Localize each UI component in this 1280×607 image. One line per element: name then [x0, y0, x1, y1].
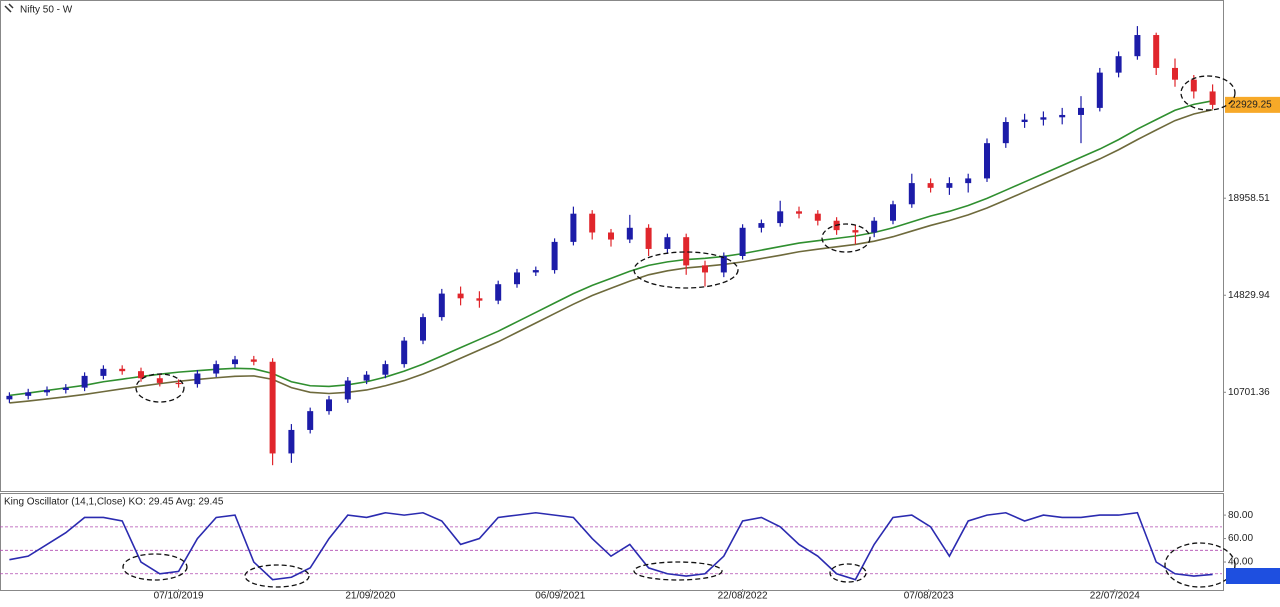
candle-body: [232, 359, 238, 365]
candle-body: [608, 232, 614, 240]
y-tick-label: 18958.51: [1228, 193, 1270, 204]
candle-body: [326, 399, 332, 412]
candle-body: [1190, 79, 1197, 92]
candle-body: [288, 429, 295, 454]
candle-body: [514, 272, 520, 285]
x-tick-label: 22/07/2024: [1090, 591, 1140, 602]
candle-body: [1115, 56, 1122, 73]
candle-body: [814, 213, 821, 221]
candle-body: [269, 361, 276, 454]
last-price-box: [1225, 96, 1280, 113]
candle-body: [1172, 67, 1178, 80]
x-tick-label: 07/08/2023: [904, 591, 954, 602]
x-tick-label: 06/09/2021: [535, 591, 585, 602]
last-price-label: 22929.25: [1230, 100, 1272, 111]
candle-body: [946, 183, 953, 188]
x-tick-label: 22/08/2022: [718, 591, 768, 602]
moving-average: [9, 108, 1213, 404]
candle-body: [720, 255, 727, 273]
candle-body: [908, 183, 915, 205]
candle-body: [1078, 107, 1084, 115]
candle-body: [702, 265, 708, 273]
candle-body: [307, 411, 314, 430]
y-tick-label: 14829.94: [1228, 290, 1270, 301]
candle-body: [401, 340, 408, 365]
candle-body: [138, 371, 144, 379]
candle-body: [1209, 91, 1216, 105]
oscillator-title: King Oscillator (14,1,Close) KO: 29.45 A…: [4, 497, 224, 508]
highlight: [244, 564, 310, 588]
candle-body: [25, 392, 32, 396]
candle-body: [382, 364, 389, 375]
candle-body: [457, 293, 464, 299]
candle-body: [570, 213, 577, 242]
candle-body: [250, 359, 257, 362]
highlight: [829, 563, 867, 583]
candle-body: [626, 227, 633, 240]
highlight: [122, 553, 188, 581]
tool-icon: [4, 3, 14, 13]
candle-body: [871, 220, 878, 233]
candle-body: [965, 178, 972, 184]
candle-body: [1153, 35, 1160, 68]
candle-body: [194, 373, 201, 385]
candle-body: [1134, 35, 1141, 57]
oscillator-line: [9, 511, 1213, 581]
candle-body: [156, 378, 163, 383]
candle-body: [1002, 122, 1009, 144]
candle-body: [62, 387, 69, 390]
candle-body: [495, 284, 502, 301]
candle-body: [796, 211, 802, 214]
candle-body: [438, 293, 445, 318]
candle-body: [777, 211, 784, 224]
candle-body: [683, 237, 690, 266]
candle-body: [645, 227, 652, 249]
candle-body: [420, 317, 426, 341]
highlight: [1180, 75, 1236, 111]
x-tick-label: 07/10/2019: [154, 591, 204, 602]
highlight: [135, 373, 185, 403]
candle-body: [739, 227, 746, 256]
candle-body: [664, 237, 671, 249]
candle-body: [119, 368, 126, 372]
moving-average: [9, 100, 1213, 397]
candle-body: [1096, 72, 1103, 108]
candle-body: [213, 364, 220, 374]
indicator-badge: [1226, 568, 1280, 584]
candle-body: [984, 143, 990, 179]
highlight: [633, 561, 723, 581]
candle-body: [44, 389, 50, 393]
candle-body: [1021, 119, 1028, 123]
y-tick-label: 80.00: [1228, 510, 1253, 521]
y-tick-label: 40.00: [1228, 557, 1253, 568]
candle-body: [476, 298, 483, 301]
candle-body: [927, 183, 934, 188]
candle-body: [551, 241, 558, 271]
y-tick-label: 10701.36: [1228, 387, 1270, 398]
candle-body: [758, 223, 765, 228]
candle-body: [532, 270, 539, 273]
candle-body: [6, 395, 13, 400]
candle-body: [1059, 114, 1066, 118]
candle-body: [1040, 117, 1047, 120]
x-tick-label: 21/09/2020: [345, 591, 395, 602]
annotations: [122, 75, 1236, 588]
candle-body: [100, 368, 107, 376]
highlight: [821, 223, 871, 253]
candle-body: [175, 382, 182, 385]
candle-body: [81, 375, 88, 388]
oscillator-panel: [0, 493, 1224, 591]
candle-body: [852, 230, 859, 233]
candle-body: [589, 213, 596, 233]
candle-body: [363, 374, 370, 381]
price-panel: [0, 0, 1224, 492]
candle-body: [344, 380, 351, 400]
highlight: [1164, 542, 1236, 588]
chart-title: Nifty 50 - W: [20, 5, 73, 16]
marks: 10701.36 14829.94 18958.51 22929.25 40.00 60.…: [0, 26, 1280, 602]
highlight: [633, 251, 739, 289]
candle-body: [890, 204, 896, 221]
y-tick-label: 60.00: [1228, 533, 1253, 544]
